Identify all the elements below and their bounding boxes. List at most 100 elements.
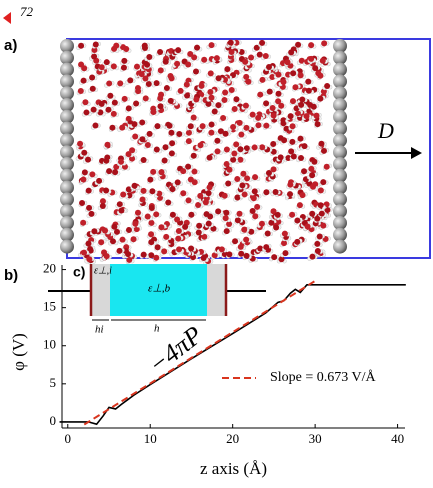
oxygen [222, 89, 229, 96]
oxygen [191, 54, 198, 61]
oxygen [145, 81, 152, 88]
oxygen [265, 169, 272, 176]
oxygen [185, 61, 192, 68]
oxygen [296, 202, 303, 209]
oxygen [222, 215, 229, 222]
oxygen [301, 143, 308, 150]
oxygen [231, 106, 238, 113]
oxygen [270, 141, 277, 148]
oxygen [153, 211, 160, 218]
y-tick-label: 15 [43, 299, 56, 314]
water-molecules [75, 39, 333, 266]
electrode-atom [60, 145, 74, 160]
oxygen [274, 211, 281, 218]
oxygen [255, 122, 262, 129]
oxygen [157, 95, 164, 102]
electrode-atom [333, 145, 347, 160]
oxygen [282, 250, 289, 257]
electrode-atom [60, 86, 74, 101]
page-marker [3, 12, 11, 24]
data-line [83, 280, 316, 426]
oxygen [214, 148, 221, 155]
oxygen [308, 165, 315, 172]
oxygen [280, 120, 287, 127]
oxygen [139, 119, 146, 126]
oxygen [275, 90, 282, 97]
oxygen [188, 245, 195, 252]
oxygen [140, 156, 147, 163]
oxygen [196, 222, 203, 229]
oxygen [213, 55, 220, 62]
annotation: −4πP [143, 320, 208, 380]
oxygen [250, 195, 257, 202]
x-tick-label: 10 [144, 431, 157, 446]
oxygen [182, 223, 189, 230]
oxygen [146, 53, 153, 60]
oxygen [161, 248, 168, 255]
panel-label: b) [4, 267, 18, 284]
oxygen [257, 245, 264, 252]
oxygen [116, 201, 123, 208]
oxygen [308, 55, 315, 62]
oxygen [259, 144, 266, 151]
oxygen [185, 197, 192, 204]
oxygen [226, 220, 233, 227]
oxygen [133, 226, 140, 233]
oxygen [131, 182, 138, 189]
oxygen [166, 122, 173, 129]
oxygen [187, 51, 194, 58]
oxygen [80, 219, 87, 226]
oxygen [87, 247, 94, 254]
oxygen [234, 176, 241, 183]
oxygen [236, 210, 243, 217]
electrode-walls [60, 39, 347, 254]
oxygen [144, 213, 151, 220]
oxygen [251, 144, 258, 151]
oxygen [120, 64, 127, 71]
oxygen [320, 147, 327, 154]
oxygen [191, 168, 198, 175]
oxygen [102, 227, 109, 234]
oxygen [270, 208, 277, 215]
oxygen [99, 203, 106, 210]
oxygen [81, 169, 88, 176]
oxygen [284, 59, 291, 66]
oxygen [292, 84, 299, 91]
electrode-atom [60, 192, 74, 207]
oxygen [217, 128, 224, 135]
oxygen [142, 75, 149, 82]
oxygen [86, 256, 93, 263]
oxygen [148, 219, 155, 226]
oxygen [270, 166, 277, 173]
oxygen [313, 112, 320, 119]
oxygen [249, 111, 256, 118]
electrode-atom [60, 74, 74, 89]
oxygen [311, 158, 318, 165]
oxygen [308, 42, 315, 49]
oxygen [238, 131, 245, 138]
oxygen [245, 78, 252, 85]
oxygen [125, 186, 132, 193]
oxygen [263, 244, 270, 251]
oxygen [110, 110, 117, 117]
oxygen [294, 217, 301, 224]
oxygen [104, 141, 111, 148]
oxygen [299, 96, 306, 103]
oxygen [254, 203, 261, 210]
oxygen [195, 229, 202, 236]
oxygen [197, 192, 204, 199]
oxygen [305, 78, 312, 85]
oxygen [190, 152, 197, 159]
oxygen [86, 204, 93, 211]
oxygen [289, 123, 296, 130]
oxygen [167, 97, 174, 104]
oxygen [208, 94, 215, 101]
oxygen [290, 70, 297, 77]
oxygen [314, 240, 321, 247]
electrode-atom [333, 121, 347, 136]
electrode-atom [333, 74, 347, 89]
electrode-atom [333, 98, 347, 112]
oxygen [317, 95, 324, 102]
oxygen [176, 246, 183, 253]
oxygen [103, 187, 110, 194]
